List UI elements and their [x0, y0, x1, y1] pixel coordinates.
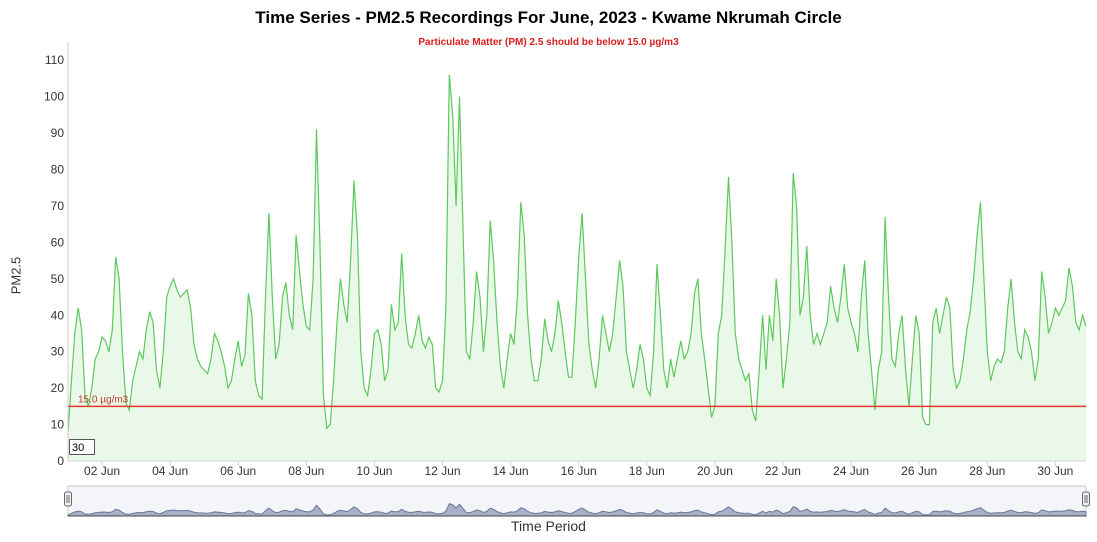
y-tick-label: 0	[57, 454, 64, 468]
y-tick-label: 110	[45, 53, 64, 67]
y-tick-label: 70	[51, 199, 65, 213]
x-tick-label: 28 Jun	[969, 464, 1005, 478]
y-tick-label: 100	[44, 90, 64, 104]
y-tick-label: 60	[51, 235, 65, 249]
x-tick-label: 02 Jun	[84, 464, 120, 478]
x-tick-label: 04 Jun	[152, 464, 188, 478]
navigator-handle-left[interactable]	[64, 491, 72, 507]
x-axis-label: Time Period	[511, 518, 586, 534]
y-tick-label: 10	[51, 418, 65, 432]
y-tick-label: 80	[51, 163, 65, 177]
y-tick-label: 50	[51, 272, 65, 286]
x-tick-label: 12 Jun	[424, 464, 460, 478]
navigator-series	[67, 502, 1087, 517]
axes: 0 10 20 30 40 50 60 70 80 90 100 110 02 Jun 04 Jun 06 …	[44, 42, 1086, 478]
chart-title: Time Series - PM2.5 Recordings For June,…	[255, 8, 842, 27]
series-area	[68, 74, 1086, 462]
x-tick-label: 30 Jun	[1037, 464, 1073, 478]
x-tick-label: 24 Jun	[833, 464, 869, 478]
y-tick-label: 40	[51, 308, 65, 322]
x-tick-label: 20 Jun	[697, 464, 733, 478]
navigator[interactable]	[64, 485, 1090, 517]
y-tick-label: 20	[51, 381, 65, 395]
navigator-handle-right[interactable]	[1082, 491, 1090, 507]
x-tick-label: 26 Jun	[901, 464, 937, 478]
x-tick-label: 14 Jun	[493, 464, 529, 478]
x-tick-label: 16 Jun	[561, 464, 597, 478]
x-tick-label: 22 Jun	[765, 464, 801, 478]
chart-subtitle: Particulate Matter (PM) 2.5 should be be…	[418, 37, 679, 48]
x-tick-label: 08 Jun	[288, 464, 324, 478]
x-tick-label: 18 Jun	[629, 464, 665, 478]
y-tick-label: 90	[51, 126, 65, 140]
range-input[interactable]: 30	[69, 439, 95, 455]
x-tick-label: 06 Jun	[220, 464, 256, 478]
threshold-label: 15.0 µg/m3	[78, 394, 129, 405]
x-tick-label: 10 Jun	[356, 464, 392, 478]
series-line	[67, 74, 1087, 432]
y-tick-label: 30	[51, 345, 65, 359]
plot-area: 15.0 µg/m3	[67, 74, 1087, 462]
